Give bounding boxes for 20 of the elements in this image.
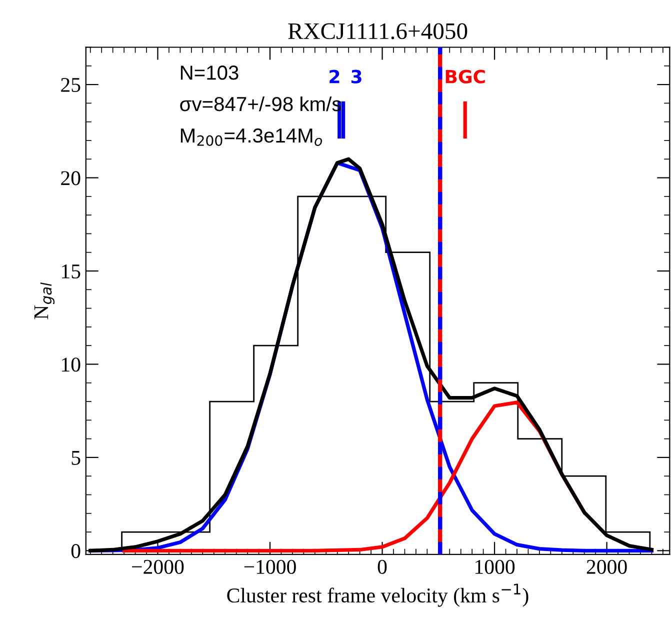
y-tick-label: 25 — [61, 78, 80, 92]
chart-title: RXCJ1111.6+4050 — [288, 23, 468, 40]
y-tick-label: 15 — [62, 264, 80, 278]
annotation: σv=847+/-98 km/s — [180, 96, 341, 112]
x-tick-label: 1000 — [476, 560, 515, 574]
x-tick-label: −2000 — [132, 560, 184, 574]
annotation: 2 — [330, 70, 340, 84]
y-tick-label: 10 — [62, 358, 80, 372]
y-tick-label: 0 — [71, 544, 80, 558]
annotation: M$_{200}$=4.3e14M$_{o}$ — [180, 128, 322, 146]
annotation: 3 — [351, 70, 362, 84]
annotation: BGC — [446, 70, 485, 84]
x-tick-label: 2000 — [586, 560, 627, 574]
x-tick-label: 0 — [378, 560, 387, 574]
y-tick-label: 20 — [61, 171, 80, 186]
y-axis-title: N$_{gal}$ — [34, 282, 55, 320]
x-axis-title: Cluster rest frame velocity (km s$^{−1}$) — [227, 584, 528, 607]
x-tick-label: −1000 — [244, 560, 296, 574]
annotation: N=103 — [180, 66, 238, 80]
y-tick-label: 5 — [72, 451, 80, 465]
